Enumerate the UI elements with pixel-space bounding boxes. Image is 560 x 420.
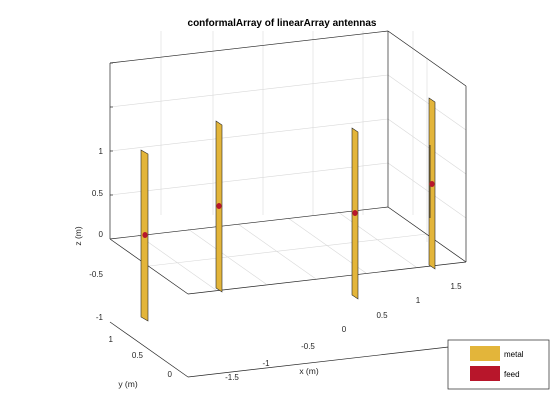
z-tick-label: 1 [99, 147, 104, 156]
antenna-element-2-feed [216, 203, 222, 209]
z-axis: -1 -0.5 0 0.5 1 z (m) [73, 62, 113, 322]
y-tick-label: 0 [168, 370, 173, 379]
y-tick-label: 1 [109, 335, 114, 344]
antenna-element-3 [351, 127, 359, 300]
legend-label-metal: metal [504, 350, 524, 359]
z-tick-label: -1 [96, 313, 104, 322]
x-axis-label: x (m) [299, 366, 319, 376]
legend: metal feed [447, 339, 550, 390]
antenna-element-4-feed [429, 181, 435, 187]
z-tick-label: 0 [99, 230, 104, 239]
grid-right-wall [387, 30, 467, 242]
x-tick-label: -1.5 [225, 373, 239, 382]
x-tick-label: -0.5 [301, 342, 315, 351]
legend-swatch-feed [470, 366, 500, 381]
x-tick-label: 0.5 [376, 311, 388, 320]
x-tick-label: 0 [342, 325, 347, 334]
x-axis: -1.5 -1 -0.5 0 0.5 1 1.5 x (m) [187, 282, 467, 382]
antenna-element-1 [140, 149, 149, 322]
y-axis-label: y (m) [118, 379, 138, 389]
antenna-element-4 [428, 97, 436, 270]
figure-title: conformalArray of linearArray antennas [188, 18, 377, 29]
z-tick-label: 0.5 [92, 189, 104, 198]
antenna-element-1-feed [142, 232, 148, 238]
x-tick-label: -1 [262, 359, 270, 368]
antenna-element-3-feed [352, 210, 358, 216]
x-tick-label: 1.5 [450, 282, 462, 291]
grid-floor [137, 206, 467, 291]
x-tick-label: 1 [416, 296, 421, 305]
z-axis-label: z (m) [73, 226, 83, 246]
y-axis: 1 0.5 0 y (m) [109, 321, 189, 389]
y-tick-label: 0.5 [132, 351, 144, 360]
axes-box [109, 30, 467, 295]
z-tick-label: -0.5 [89, 270, 103, 279]
legend-swatch-metal [470, 346, 500, 361]
legend-label-feed: feed [504, 370, 520, 379]
grid-back-wall [109, 30, 414, 215]
antenna-element-2 [215, 120, 223, 293]
